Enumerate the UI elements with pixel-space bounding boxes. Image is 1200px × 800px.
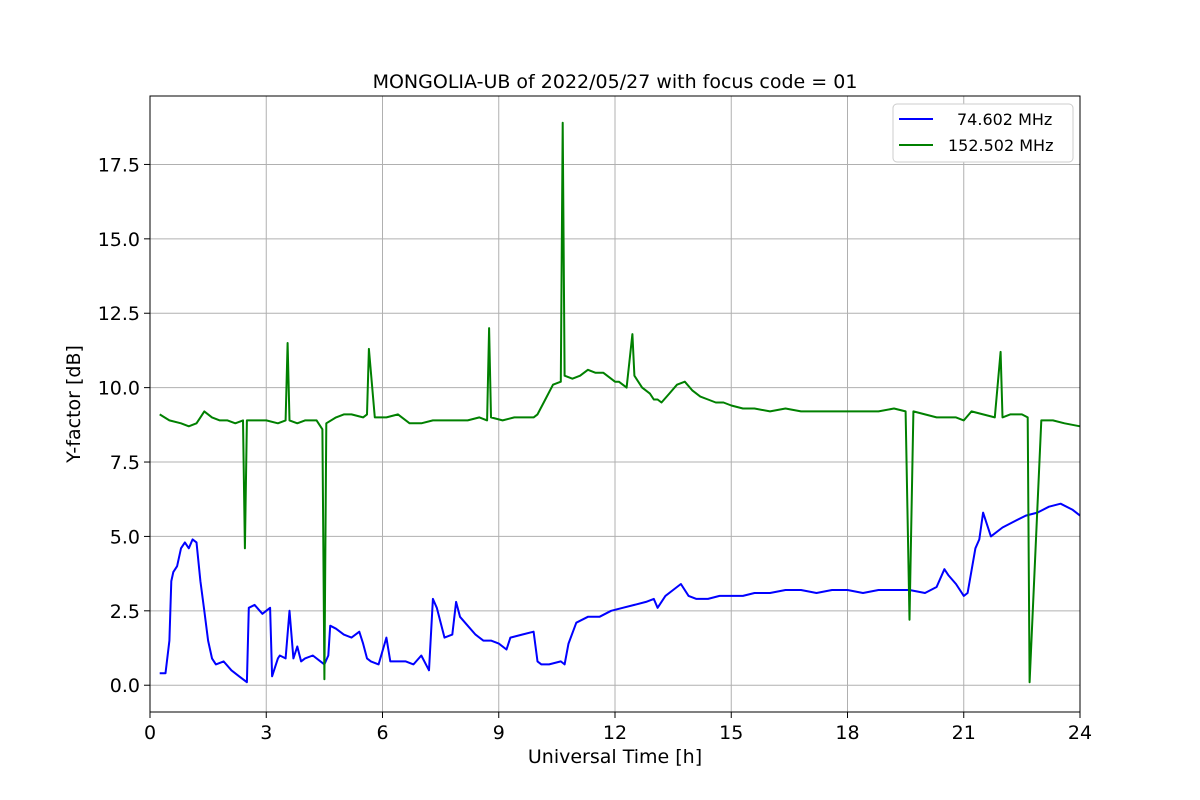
- y-axis-label: Y-factor [dB]: [63, 345, 85, 464]
- y-axis: 0.0 2.5 5.0 7.5 10.0 12.5 15.0 17.5: [98, 154, 150, 697]
- x-tick-label: 21: [952, 722, 976, 744]
- x-tick-label: 18: [835, 722, 859, 744]
- y-tick-label: 2.5: [110, 601, 140, 623]
- y-tick-label: 15.0: [98, 229, 140, 251]
- x-tick-label: 15: [719, 722, 743, 744]
- series-line-152-mhz: [159, 121, 1081, 684]
- y-tick-label: 17.5: [98, 154, 140, 176]
- y-tick-label: 0.0: [110, 675, 140, 697]
- chart-title: MONGOLIA-UB of 2022/05/27 with focus cod…: [373, 71, 858, 93]
- y-tick-label: 10.0: [98, 378, 140, 400]
- x-tick-label: 24: [1068, 722, 1092, 744]
- legend-box: [892, 103, 1074, 163]
- legend-label-152-mhz: 152.502 MHz: [948, 136, 1053, 155]
- x-tick-label: 9: [493, 722, 505, 744]
- x-tick-label: 0: [144, 722, 156, 744]
- x-axis: 0 3 6 9 12 15 18 21 24: [144, 712, 1092, 744]
- series-layer: [159, 121, 1081, 684]
- x-tick-label: 12: [603, 722, 627, 744]
- legend-label-74-mhz: 74.602 MHz: [957, 110, 1052, 129]
- y-tick-label: 7.5: [110, 452, 140, 474]
- x-tick-label: 3: [260, 722, 272, 744]
- y-tick-label: 12.5: [98, 303, 140, 325]
- series-line-74-mhz: [159, 502, 1081, 684]
- y-tick-label: 5.0: [110, 526, 140, 548]
- legend: 74.602 MHz 152.502 MHz: [892, 103, 1074, 163]
- x-tick-label: 6: [376, 722, 388, 744]
- x-axis-label: Universal Time [h]: [528, 746, 702, 768]
